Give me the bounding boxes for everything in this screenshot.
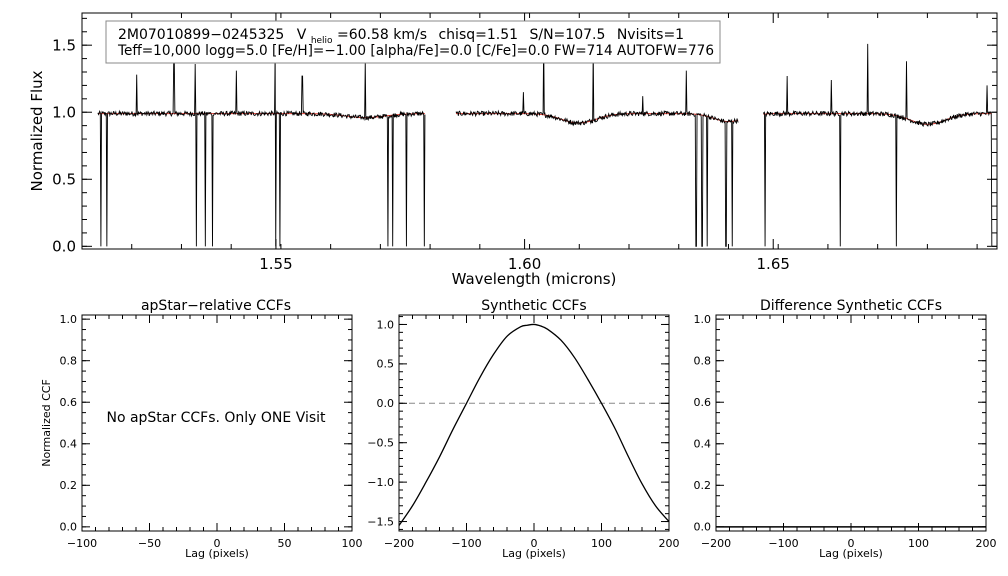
ccf-apstar-message: No apStar CCFs. Only ONE Visit (106, 410, 326, 426)
ccf-apstar-x-tick-label: 50 (278, 537, 292, 550)
ccf-apstar-x-tick-label: −100 (67, 537, 97, 550)
ccf-synthetic-x-tick-label: 0 (531, 537, 538, 550)
ccf-difference-y-tick-label: 1.0 (694, 313, 712, 326)
ccf-apstar-axes-ticks: −100 −50 0 50 100 0.0 0.2 0.4 0.6 0.8 1.0 (60, 313, 363, 550)
spectrum-plot-area (97, 38, 993, 247)
ccf-synthetic-line (398, 323, 670, 526)
ccf-synthetic-x-tick-label: −100 (451, 537, 481, 550)
ccf-synthetic-x-tick-label: 200 (659, 537, 680, 550)
ccf-difference-y-tick-label: 0.0 (694, 521, 712, 534)
spectrum-x-tick-label: 1.60 (508, 255, 541, 273)
spectrum-y-tick-label: 1.0 (52, 103, 76, 121)
ccf-synthetic-x-tick-label: 100 (591, 537, 612, 550)
info-nvisits: Nvisits=1 (617, 27, 684, 43)
ccf-synthetic-y-tick-label: −1.5 (367, 515, 394, 528)
spectrum-y-tick-label: 1.5 (52, 36, 76, 54)
ccf-difference-title: Difference Synthetic CCFs (760, 298, 942, 314)
spectrum-info-line-2: Teff=10,000 logg=5.0 [Fe/H]=−1.00 [alpha… (117, 43, 714, 59)
spectrum-info-line-1: 2M07010899−0245325 V helio =60.58 km/s c… (118, 27, 684, 47)
ccf-difference-y-tick-label: 0.6 (694, 396, 712, 409)
ccf-difference-x-axis-label: Lag (pixels) (819, 547, 883, 560)
spectrum-observed-line (455, 38, 739, 247)
ccf-apstar-y-tick-label: 0.2 (60, 479, 78, 492)
spectrum-model-line (455, 113, 739, 124)
ccf-apstar-y-axis-label: Normalized CCF (40, 379, 53, 467)
ccf-apstar-y-tick-label: 0.6 (60, 396, 78, 409)
info-velocity-subscript: helio (311, 36, 333, 46)
spectrum-y-tick-label: 0.0 (52, 238, 76, 256)
ccf-synthetic-y-tick-label: −1.0 (367, 476, 394, 489)
ccf-synthetic-y-tick-label: 0.5 (377, 358, 395, 371)
info-object-id: 2M07010899−0245325 (118, 27, 284, 43)
ccf-difference-axes-frame (715, 314, 987, 532)
ccf-synthetic-axes-ticks: −200 −100 0 100 200 −1.5 −1.0 −0.5 0.0 0.5 1.0 (367, 315, 680, 550)
spectrum-panel: 1.55 1.60 1.65 0.0 0.5 1.0 1.5 Normalized Flux… (28, 12, 998, 288)
ccf-apstar-y-tick-label: 0.0 (60, 521, 78, 534)
spectrum-x-tick-label: 1.65 (757, 255, 790, 273)
ccf-synthetic-y-tick-label: −0.5 (367, 437, 394, 450)
info-velocity-value: =60.58 km/s (337, 27, 427, 43)
ccf-apstar-x-tick-label: 100 (342, 537, 363, 550)
ccf-synthetic-x-tick-label: −200 (384, 537, 414, 550)
ccf-difference-x-tick-label: −200 (701, 537, 731, 550)
spectrum-y-tick-label: 0.5 (52, 171, 76, 189)
ccf-synthetic-x-axis-label: Lag (pixels) (502, 547, 566, 560)
ccf-panel-difference: Difference Synthetic CCFs −200 −100 0 100 20… (694, 298, 997, 560)
ccf-synthetic-y-tick-label: 0.0 (377, 397, 395, 410)
ccf-difference-axes-ticks: −200 −100 0 100 200 0.0 0.2 0.4 0.6 0.8 1.0 (694, 313, 997, 550)
spectrum-info-box-frame (105, 20, 721, 64)
ccf-synthetic-plot-area (398, 323, 670, 526)
ccf-synthetic-axes-frame (398, 314, 670, 532)
ccf-difference-y-tick-label: 0.8 (694, 355, 712, 368)
ccf-difference-x-tick-label: −100 (768, 537, 798, 550)
ccf-difference-y-tick-label: 0.4 (694, 438, 712, 451)
spectrum-y-axis-label: Normalized Flux (28, 70, 46, 191)
ccf-apstar-x-axis-label: Lag (pixels) (185, 547, 249, 560)
ccf-difference-y-tick-label: 0.2 (694, 479, 712, 492)
spectrum-observed-line (97, 50, 426, 247)
info-chisq: chisq=1.51 (438, 27, 518, 43)
ccf-difference-x-tick-label: 200 (976, 537, 997, 550)
spectrum-axes-ticks: 1.55 1.60 1.65 0.0 0.5 1.0 1.5 (52, 13, 997, 273)
ccf-panel-apstar: apStar−relative CCFs −100 −50 0 50 100 0.0 0.2… (40, 298, 363, 560)
ccf-synthetic-title: Synthetic CCFs (481, 298, 586, 314)
info-snr: S/N=107.5 (529, 27, 605, 43)
ccf-apstar-x-tick-label: 0 (214, 537, 221, 550)
ccf-difference-x-tick-label: 0 (848, 537, 855, 550)
spectrum-observed-line (762, 43, 993, 247)
ccf-apstar-title: apStar−relative CCFs (141, 298, 291, 314)
ccf-panel-synthetic: Synthetic CCFs −200 −100 0 100 200 −1.5 −1.0 −0… (367, 298, 679, 560)
spectrum-x-axis-label: Wavelength (microns) (452, 270, 617, 288)
spectrum-x-tick-label: 1.55 (259, 255, 292, 273)
ccf-apstar-y-tick-label: 0.4 (60, 438, 78, 451)
ccf-difference-x-tick-label: 100 (908, 537, 929, 550)
ccf-apstar-y-tick-label: 0.8 (60, 355, 78, 368)
ccf-apstar-x-tick-label: −50 (138, 537, 161, 550)
spectrum-info-box: 2M07010899−0245325 V helio =60.58 km/s c… (105, 20, 721, 64)
spectrum-axes-frame (81, 12, 998, 250)
ccf-apstar-y-tick-label: 1.0 (60, 313, 78, 326)
info-velocity-prefix: V (297, 27, 307, 43)
ccf-synthetic-y-tick-label: 1.0 (377, 318, 395, 331)
